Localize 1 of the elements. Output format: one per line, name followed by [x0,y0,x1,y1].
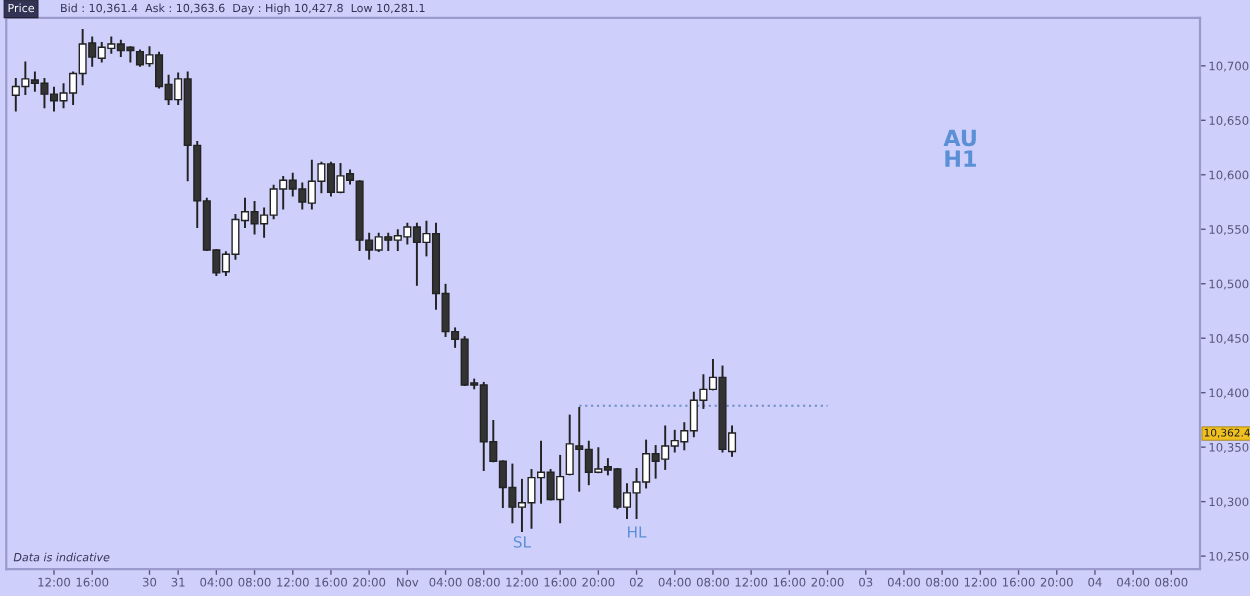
annotation: AU H1 [943,129,976,167]
